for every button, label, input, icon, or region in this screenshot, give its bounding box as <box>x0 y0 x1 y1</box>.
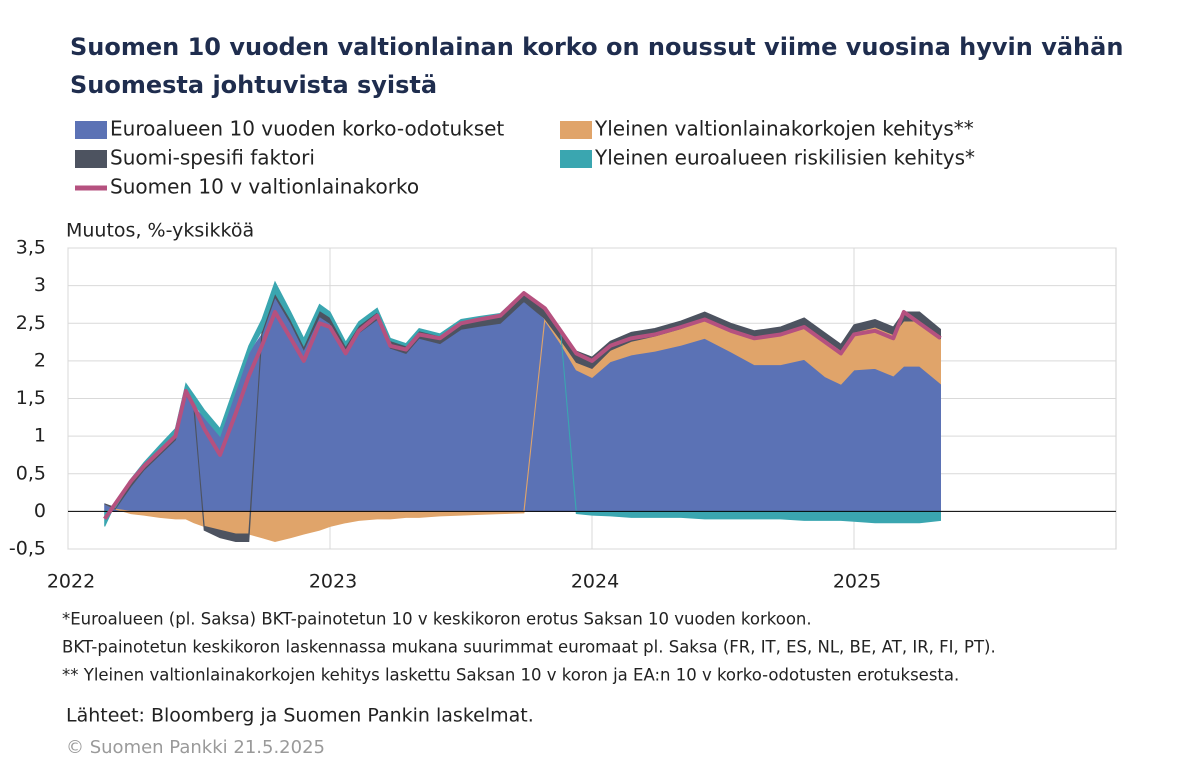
line <box>103 291 942 521</box>
y-tick-label: 1,5 <box>16 387 46 409</box>
y-tick-label: -0,5 <box>9 538 46 560</box>
chart-title: Suomen 10 vuoden valtionlainan korko on … <box>70 33 1123 61</box>
footnote: BKT-painotetun keskikoron laskennassa mu… <box>62 638 996 657</box>
legend-swatch <box>560 121 592 139</box>
legend-label: Euroalueen 10 vuoden korko-odotukset <box>110 117 504 141</box>
y-tick-label: 2,5 <box>16 312 46 334</box>
y-tick-label: 0,5 <box>16 462 46 484</box>
legend-swatch <box>75 150 107 168</box>
y-tick-label: 3,5 <box>16 237 46 259</box>
y-tick-label: 3 <box>34 274 46 296</box>
legend-swatch <box>75 121 107 139</box>
x-tick-label: 2023 <box>309 571 357 593</box>
footnote: *Euroalueen (pl. Saksa) BKT-painotetun 1… <box>62 610 812 629</box>
footnote: ** Yleinen valtionlainakorkojen kehitys … <box>62 666 959 685</box>
legend-label: Yleinen euroalueen riskilisien kehitys* <box>594 146 975 170</box>
y-tick-label: 1 <box>34 425 46 447</box>
legend-label: Suomi-spesifi faktori <box>110 146 315 170</box>
x-tick-label: 2024 <box>571 571 619 593</box>
source: Lähteet: Bloomberg ja Suomen Pankin lask… <box>66 705 534 727</box>
x-tick-label: 2025 <box>833 571 881 593</box>
y-axis-label: Muutos, %-yksikköä <box>66 220 254 242</box>
chart-title: Suomesta johtuvista syistä <box>70 71 437 99</box>
copyright: © Suomen Pankki 21.5.2025 <box>66 737 325 758</box>
legend-label: Suomen 10 v valtionlainakorko <box>110 175 419 199</box>
x-tick-label: 2022 <box>47 571 95 593</box>
y-tick-label: 2 <box>34 349 46 371</box>
legend-swatch <box>560 150 592 168</box>
y-tick-label: 0 <box>34 500 46 522</box>
legend-label: Yleinen valtionlainakorkojen kehitys** <box>594 117 974 141</box>
